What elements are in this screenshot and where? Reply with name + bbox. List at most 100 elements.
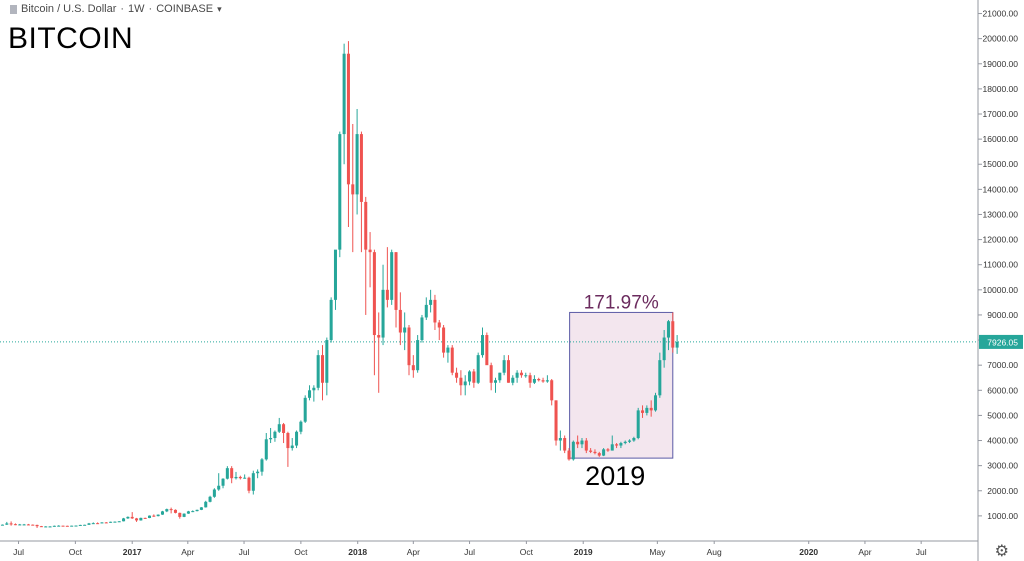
candle-body[interactable] xyxy=(191,511,195,513)
candle-body[interactable] xyxy=(645,407,649,413)
candle-body[interactable] xyxy=(628,440,632,442)
candle-body[interactable] xyxy=(558,438,562,441)
candle-body[interactable] xyxy=(61,525,65,527)
candle-body[interactable] xyxy=(606,449,610,451)
candle-body[interactable] xyxy=(446,347,450,353)
candle-body[interactable] xyxy=(333,249,337,300)
candle-body[interactable] xyxy=(658,360,662,396)
candle-body[interactable] xyxy=(511,377,515,383)
candle-body[interactable] xyxy=(160,511,164,515)
candle-body[interactable] xyxy=(541,380,545,382)
candle-body[interactable] xyxy=(662,337,666,361)
candle-body[interactable] xyxy=(65,525,69,527)
candle-body[interactable] xyxy=(247,477,251,491)
candle-body[interactable] xyxy=(671,321,675,348)
candle-body[interactable] xyxy=(256,471,260,474)
candle-body[interactable] xyxy=(251,473,255,491)
chevron-down-icon[interactable]: ▾ xyxy=(217,3,222,14)
candle-body[interactable] xyxy=(485,335,489,366)
candle-body[interactable] xyxy=(364,201,368,250)
candle-body[interactable] xyxy=(165,509,169,512)
candle-body[interactable] xyxy=(550,380,554,401)
exchange-label[interactable]: COINBASE xyxy=(156,3,214,15)
candle-body[interactable] xyxy=(567,450,571,460)
candle-body[interactable] xyxy=(22,524,26,526)
candle-body[interactable] xyxy=(52,525,56,527)
candle-body[interactable] xyxy=(420,317,424,341)
candle-body[interactable] xyxy=(346,53,350,185)
candle-body[interactable] xyxy=(416,340,420,371)
candle-body[interactable] xyxy=(632,438,636,441)
candle-body[interactable] xyxy=(554,400,558,441)
candle-body[interactable] xyxy=(31,524,35,526)
interval-label[interactable]: 1W xyxy=(128,3,145,15)
candle-body[interactable] xyxy=(424,304,428,318)
candle-body[interactable] xyxy=(48,526,52,528)
candle-body[interactable] xyxy=(342,53,346,135)
candle-body[interactable] xyxy=(39,526,43,528)
candle-body[interactable] xyxy=(18,524,22,526)
candle-body[interactable] xyxy=(476,355,480,383)
candle-body[interactable] xyxy=(502,360,506,373)
candle-body[interactable] xyxy=(212,489,216,497)
candle-body[interactable] xyxy=(675,341,679,348)
symbol-name[interactable]: Bitcoin / U.S. Dollar xyxy=(21,3,117,15)
candle-body[interactable] xyxy=(407,327,411,366)
candle-body[interactable] xyxy=(126,516,130,519)
candle-body[interactable] xyxy=(204,501,208,508)
candle-body[interactable] xyxy=(623,441,627,444)
candle-body[interactable] xyxy=(493,380,498,383)
candle-body[interactable] xyxy=(83,524,87,526)
candle-body[interactable] xyxy=(273,431,277,439)
candle-body[interactable] xyxy=(269,438,273,440)
candle-body[interactable] xyxy=(359,134,363,202)
candle-body[interactable] xyxy=(70,525,74,527)
candle-body[interactable] xyxy=(96,523,100,525)
candle-body[interactable] xyxy=(377,335,381,338)
candle-body[interactable] xyxy=(580,440,584,445)
candle-body[interactable] xyxy=(537,378,541,381)
candle-body[interactable] xyxy=(610,444,614,451)
candle-body[interactable] xyxy=(221,478,225,486)
candle-body[interactable] xyxy=(295,431,299,446)
candle-body[interactable] xyxy=(147,515,152,519)
candle-body[interactable] xyxy=(571,441,575,460)
candle-body[interactable] xyxy=(113,521,117,523)
candle-body[interactable] xyxy=(545,380,549,382)
candle-body[interactable] xyxy=(649,407,653,411)
candle-body[interactable] xyxy=(35,524,39,527)
candle-body[interactable] xyxy=(498,372,502,381)
gear-icon[interactable]: ⚙ xyxy=(994,543,1009,560)
candle-body[interactable] xyxy=(26,524,30,526)
candle-body[interactable] xyxy=(260,459,264,472)
candle-body[interactable] xyxy=(355,134,359,195)
candle-body[interactable] xyxy=(186,511,190,514)
candle-body[interactable] xyxy=(459,377,463,386)
candle-body[interactable] xyxy=(463,381,467,386)
candle-body[interactable] xyxy=(243,477,247,479)
candle-body[interactable] xyxy=(641,410,645,413)
candle-body[interactable] xyxy=(87,523,91,525)
candle-body[interactable] xyxy=(169,509,173,511)
candle-body[interactable] xyxy=(9,523,13,525)
candle-body[interactable] xyxy=(100,522,104,524)
candle-body[interactable] xyxy=(411,365,415,371)
candle-body[interactable] xyxy=(238,476,242,479)
candle-body[interactable] xyxy=(615,444,619,446)
candle-body[interactable] xyxy=(385,289,389,300)
candle-body[interactable] xyxy=(13,524,17,526)
candle-body[interactable] xyxy=(308,390,312,398)
candle-body[interactable] xyxy=(195,509,199,512)
candle-body[interactable] xyxy=(519,372,523,376)
candle-body[interactable] xyxy=(381,289,385,338)
candle-body[interactable] xyxy=(563,438,567,451)
candle-body[interactable] xyxy=(91,523,95,525)
candle-body[interactable] xyxy=(156,514,160,517)
candle-body[interactable] xyxy=(199,507,203,510)
candle-body[interactable] xyxy=(130,516,134,519)
candle-body[interactable] xyxy=(589,450,593,452)
candle-body[interactable] xyxy=(299,421,303,432)
candle-body[interactable] xyxy=(316,355,320,388)
candle-body[interactable] xyxy=(437,322,441,328)
